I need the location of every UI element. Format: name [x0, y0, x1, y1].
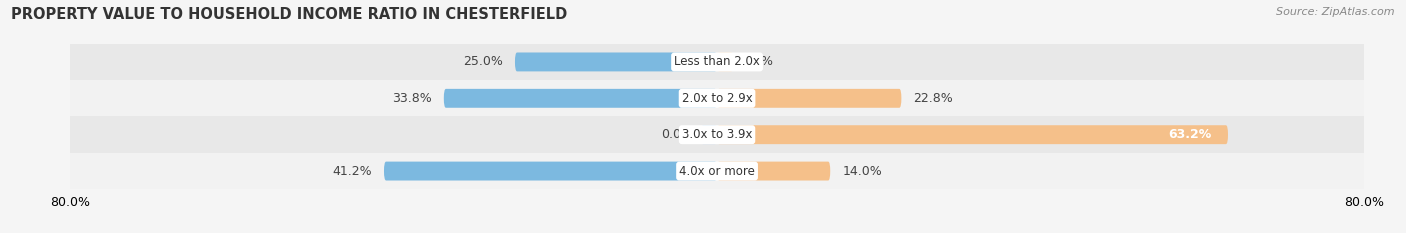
FancyBboxPatch shape — [717, 89, 901, 108]
Text: 0.0%: 0.0% — [741, 55, 773, 69]
FancyBboxPatch shape — [384, 162, 717, 181]
FancyBboxPatch shape — [717, 52, 734, 71]
Bar — [70, 116, 1364, 153]
Text: 14.0%: 14.0% — [842, 164, 882, 178]
Text: 63.2%: 63.2% — [1168, 128, 1212, 141]
Text: 0.0%: 0.0% — [661, 128, 693, 141]
Text: 3.0x to 3.9x: 3.0x to 3.9x — [682, 128, 752, 141]
Text: 41.2%: 41.2% — [332, 164, 371, 178]
Bar — [70, 80, 1364, 116]
FancyBboxPatch shape — [700, 125, 717, 144]
FancyBboxPatch shape — [717, 162, 830, 181]
Text: 4.0x or more: 4.0x or more — [679, 164, 755, 178]
Text: 22.8%: 22.8% — [914, 92, 953, 105]
Text: Less than 2.0x: Less than 2.0x — [673, 55, 761, 69]
FancyBboxPatch shape — [444, 89, 717, 108]
FancyBboxPatch shape — [717, 125, 1227, 144]
Bar — [70, 153, 1364, 189]
Text: 2.0x to 2.9x: 2.0x to 2.9x — [682, 92, 752, 105]
Text: 33.8%: 33.8% — [392, 92, 432, 105]
Text: PROPERTY VALUE TO HOUSEHOLD INCOME RATIO IN CHESTERFIELD: PROPERTY VALUE TO HOUSEHOLD INCOME RATIO… — [11, 7, 568, 22]
Bar — [70, 44, 1364, 80]
Text: Source: ZipAtlas.com: Source: ZipAtlas.com — [1277, 7, 1395, 17]
FancyBboxPatch shape — [515, 52, 717, 71]
Text: 25.0%: 25.0% — [463, 55, 503, 69]
